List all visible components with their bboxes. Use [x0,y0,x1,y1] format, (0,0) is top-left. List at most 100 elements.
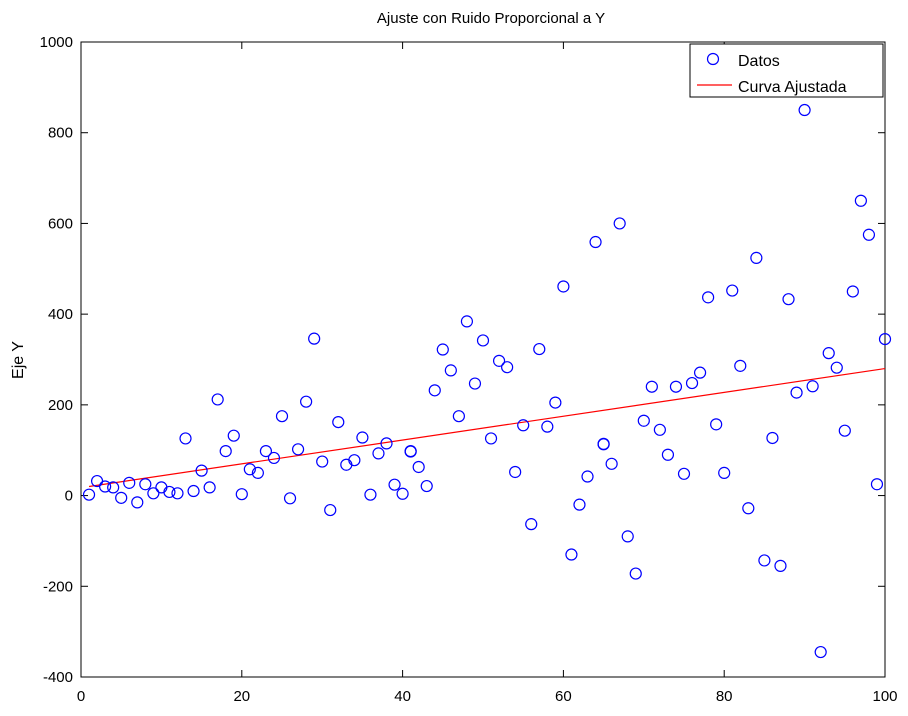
data-point [444,364,457,377]
data-point [275,410,289,423]
data-point [637,414,650,427]
data-point [702,291,715,304]
data-point [316,455,329,468]
data-point [597,437,610,450]
data-point [267,451,281,465]
data-point [517,419,530,432]
x-tick-label: 40 [394,688,411,705]
data-point [163,485,176,499]
y-axis: -400 -200 0 200 400 600 800 1000 [40,34,885,686]
y-tick-label: 800 [48,125,73,142]
data-point [806,380,819,393]
data-point [573,498,586,511]
data-point [115,491,128,504]
data-point [468,377,482,390]
data-point [750,251,763,264]
data-point [766,431,779,445]
y-tick-label: 600 [48,215,73,232]
data-point [669,380,683,393]
data-point [822,347,835,360]
data-point [838,424,851,437]
data-point [283,492,297,505]
data-point [613,217,626,230]
y-tick-label: -200 [43,578,73,595]
data-point [774,559,787,572]
data-point [854,194,867,207]
data-point [782,293,795,306]
plot-area: 0 20 40 60 80 100 -400 -200 0 200 400 600 800 1000 [40,34,898,705]
data-point [123,476,136,489]
data-point [428,384,441,397]
data-point [179,432,192,445]
data-point [436,343,449,356]
data-point [501,361,514,374]
x-tick-label: 0 [77,688,85,705]
data-point [509,465,522,479]
data-point [742,502,755,515]
data-point [227,429,240,442]
data-point [219,445,232,458]
data-point [605,457,618,470]
series-layer [82,103,892,659]
data-point [734,359,747,372]
data-point [685,376,699,390]
legend: Datos Curva Ajustada [689,43,884,98]
legend-marker-datos [706,52,720,66]
data-point [565,548,578,561]
data-point [790,386,803,399]
legend-label-datos: Datos [738,53,780,70]
data-point [235,488,248,501]
data-point [195,464,208,477]
data-point [870,478,884,491]
data-point [139,478,152,491]
x-tick-label: 80 [716,688,733,705]
data-point [798,103,811,117]
data-point [484,432,498,445]
data-point [581,470,594,483]
data-point [726,284,739,297]
data-point [300,395,313,408]
data-point [396,487,409,500]
fit-curve-line [88,367,886,488]
data-point [324,503,337,517]
data-point [99,480,112,493]
data-point [356,431,369,444]
data-point [171,487,184,500]
data-point [677,467,691,480]
data-point [404,445,417,458]
data-point [332,415,345,429]
data-point [420,479,433,493]
data-point [259,445,273,458]
data-point [621,530,634,543]
data-point [203,481,216,494]
data-point [541,420,554,433]
data-point [862,228,876,241]
data-point [251,466,264,479]
data-point [131,496,144,509]
x-tick-label: 100 [872,688,897,705]
x-tick-label: 20 [233,688,250,705]
data-point [348,454,361,467]
data-point [830,361,843,374]
y-tick-label: 400 [48,306,73,323]
data-point [412,460,425,474]
data-point [693,366,707,379]
plot-frame [80,41,886,678]
data-point [549,396,562,409]
data-point [758,554,771,567]
y-tick-label: 1000 [40,34,73,51]
data-point [308,332,321,345]
data-point [243,463,256,476]
chart-title: Ajuste con Ruido Proporcional a Y [377,10,605,27]
data-point [380,437,393,450]
data-point [710,418,723,431]
legend-label-curva: Curva Ajustada [738,79,847,96]
x-tick-label: 60 [555,688,572,705]
legend-box [689,43,884,98]
data-point [492,354,506,367]
y-tick-label: 200 [48,397,73,414]
x-axis: 0 20 40 60 80 100 [77,42,898,705]
data-point [452,410,465,423]
